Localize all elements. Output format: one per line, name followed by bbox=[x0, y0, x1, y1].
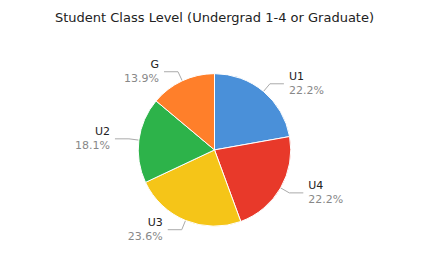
svg-text:Student Class Level (Undergrad: Student Class Level (Undergrad 1-4 or Gr… bbox=[55, 10, 374, 25]
svg-text:13.9%: 13.9% bbox=[124, 72, 159, 85]
svg-text:22.2%: 22.2% bbox=[308, 193, 343, 206]
svg-text:U3: U3 bbox=[148, 216, 163, 229]
svg-text:U1: U1 bbox=[289, 70, 304, 83]
svg-text:22.2%: 22.2% bbox=[289, 84, 324, 97]
svg-text:G: G bbox=[150, 58, 159, 71]
svg-text:23.6%: 23.6% bbox=[128, 230, 163, 243]
svg-text:U2: U2 bbox=[95, 125, 110, 138]
svg-text:18.1%: 18.1% bbox=[75, 139, 110, 152]
svg-text:U4: U4 bbox=[308, 179, 323, 192]
